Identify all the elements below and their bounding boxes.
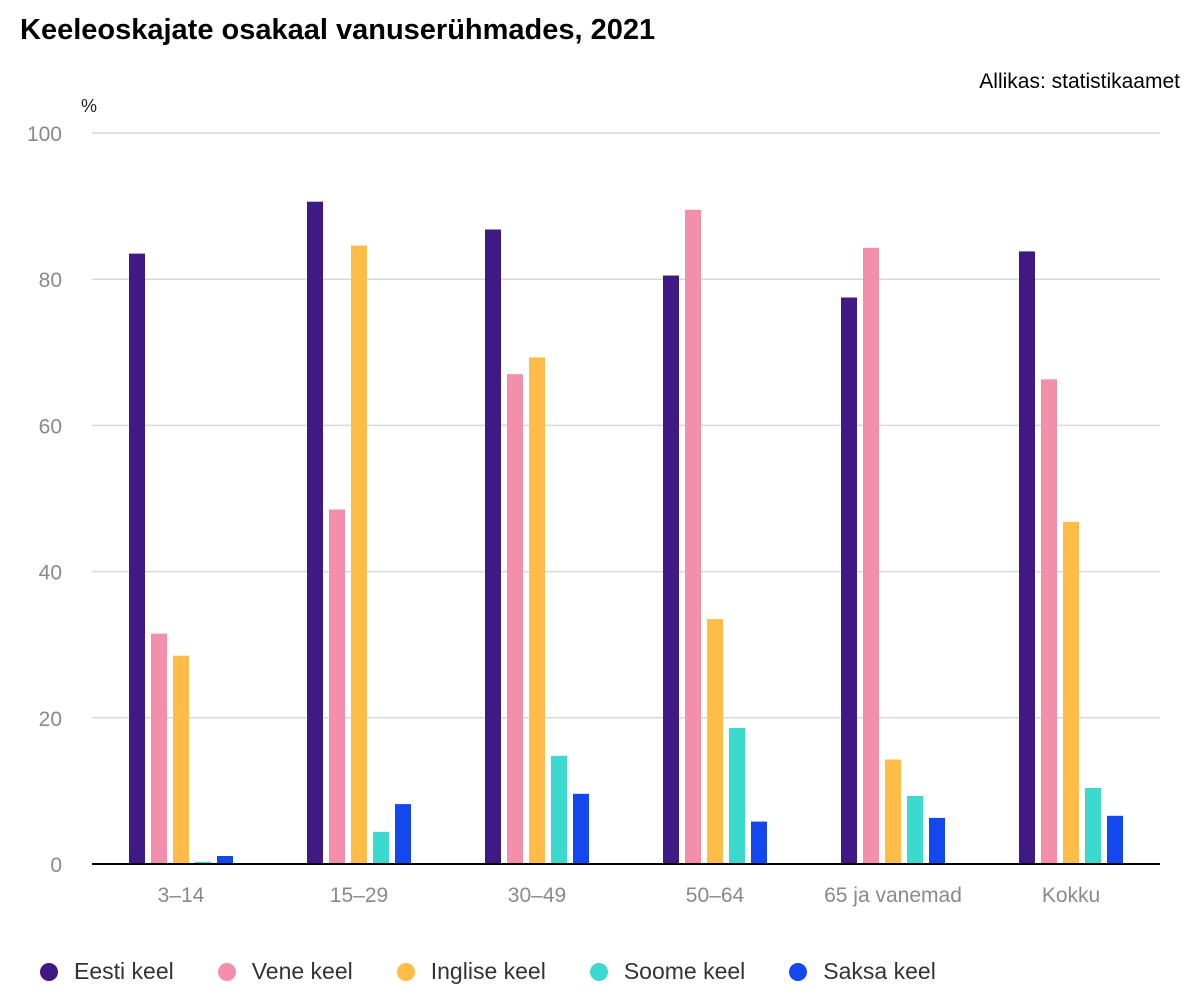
bar: [307, 201, 323, 864]
y-axis-unit: %: [81, 96, 97, 116]
bar: [707, 619, 723, 864]
y-tick-label: 80: [39, 269, 62, 292]
y-tick-label: 40: [39, 562, 62, 585]
y-axis-ticks: 0 20 40 60 80 100: [27, 123, 62, 877]
bar: [351, 245, 367, 865]
bar: [1041, 379, 1057, 864]
y-tick-label: 60: [39, 415, 62, 438]
legend: Eesti keel Vene keel Inglise keel Soome kee…: [40, 958, 980, 985]
bar: [1019, 251, 1035, 864]
bars: [129, 201, 1123, 865]
legend-label: Inglise keel: [430, 958, 546, 984]
bar: [151, 633, 167, 864]
legend-swatch: [40, 962, 58, 981]
chart-title: Keeleoskajate osakaal vanuserühmades, 20…: [20, 14, 656, 46]
gridlines: [92, 132, 1160, 719]
y-tick-label: 0: [50, 854, 62, 877]
bar: [129, 253, 145, 865]
x-tick-label: 15–29: [330, 884, 388, 907]
y-tick-label: 20: [39, 708, 62, 731]
bar: [395, 804, 411, 864]
source-note: Allikas: statistikaamet: [979, 70, 1180, 93]
x-tick-label: 65 ja vanemad: [824, 884, 962, 907]
bar: [863, 247, 879, 865]
bar: [929, 817, 945, 864]
x-tick-label: 50–64: [686, 884, 745, 907]
bar: [663, 275, 679, 864]
bar: [751, 821, 767, 864]
bar: [217, 856, 233, 864]
bar: [907, 796, 923, 864]
legend-swatch: [589, 962, 608, 981]
bar: [551, 755, 567, 864]
legend-item: Inglise keel: [396, 958, 546, 985]
x-tick-label: Kokku: [1042, 884, 1100, 907]
bar: [195, 861, 211, 864]
legend-item: Eesti keel: [40, 958, 174, 985]
legend-item: Vene keel: [217, 958, 353, 985]
bar: [507, 374, 523, 864]
bar: [1085, 788, 1101, 864]
bar-chart: 0 20 40 60 80 100 % 3–14 15–29 30–49 50–64 65 ja …: [27, 96, 1160, 907]
legend-swatch: [217, 962, 236, 981]
bar: [573, 793, 589, 864]
legend-label: Soome keel: [623, 958, 746, 984]
x-tick-label: 3–14: [158, 884, 205, 907]
bar: [1063, 521, 1079, 864]
legend-item: Saksa keel: [789, 958, 936, 985]
legend-swatch: [789, 962, 808, 981]
legend-label: Eesti keel: [74, 958, 174, 984]
bar: [1107, 815, 1123, 864]
bar: [885, 759, 901, 864]
x-axis-ticks: 3–14 15–29 30–49 50–64 65 ja vanemad Kokku: [158, 884, 1101, 907]
bar: [841, 297, 857, 864]
bar: [485, 229, 501, 864]
bar: [729, 728, 745, 864]
x-tick-label: 30–49: [508, 884, 566, 907]
bar: [329, 509, 345, 864]
y-tick-label: 100: [27, 123, 62, 146]
bar: [373, 831, 389, 864]
bar: [685, 209, 701, 865]
bar: [173, 655, 189, 864]
legend-label: Saksa keel: [823, 958, 936, 984]
legend-swatch: [396, 962, 415, 981]
bar: [529, 357, 545, 864]
legend-label: Vene keel: [251, 958, 353, 984]
legend-item: Soome keel: [589, 958, 746, 985]
